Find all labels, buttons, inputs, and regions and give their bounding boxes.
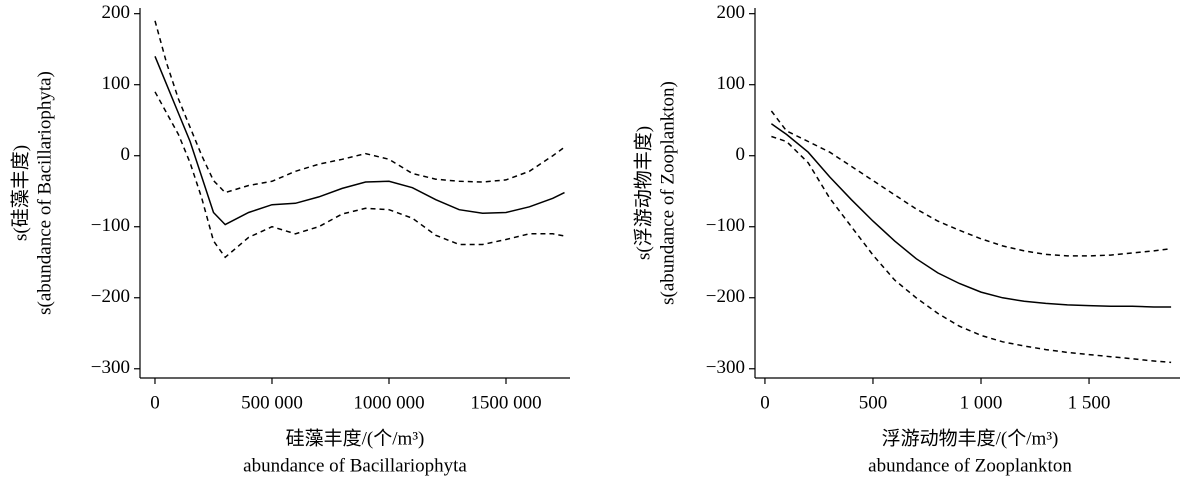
y-tick-label: 200: [717, 2, 746, 23]
smooth-line: [154, 56, 565, 226]
x-axis-label: abundance of Bacillariophyta: [243, 455, 467, 476]
x-axis-label: 浮游动物丰度/(个/m³): [882, 427, 1059, 449]
x-tick-label: 1000 000: [353, 392, 424, 413]
y-tick-label: 0: [121, 144, 131, 165]
y-tick-label: −200: [91, 286, 130, 307]
x-tick-label: 1 000: [960, 392, 1003, 413]
x-tick-label: 1500 000: [470, 392, 541, 413]
y-axis-label: s(硅藻丰度): [9, 145, 31, 241]
smooth-line: [770, 123, 1172, 308]
y-tick-label: 200: [102, 2, 131, 23]
y-axis-label: s(浮游动物丰度): [632, 126, 654, 260]
y-axis-label: s(abundance of Zooplankton): [657, 81, 678, 305]
confidence-band-line: [770, 110, 1172, 257]
x-axis-label: abundance of Zooplankton: [868, 455, 1072, 476]
confidence-band-line: [154, 20, 565, 194]
y-axis-label: s(abundance of Bacillariophyta): [34, 71, 55, 315]
y-tick-label: −300: [91, 357, 130, 378]
x-tick-label: 500: [859, 392, 888, 413]
x-axis-label: 硅藻丰度/(个/m³): [286, 427, 425, 449]
y-tick-label: 100: [102, 73, 131, 94]
y-tick-label: −300: [706, 357, 745, 378]
x-tick-label: 0: [150, 392, 160, 413]
confidence-band-line: [154, 91, 565, 259]
y-tick-label: 100: [717, 73, 746, 94]
y-tick-label: −200: [706, 286, 745, 307]
confidence-band-line: [771, 135, 1172, 364]
y-tick-label: −100: [706, 215, 745, 236]
y-tick-label: −100: [91, 215, 130, 236]
y-tick-label: 0: [736, 144, 746, 165]
x-tick-label: 1 500: [1068, 392, 1111, 413]
x-tick-label: 0: [760, 392, 770, 413]
x-tick-label: 500 000: [241, 392, 303, 413]
